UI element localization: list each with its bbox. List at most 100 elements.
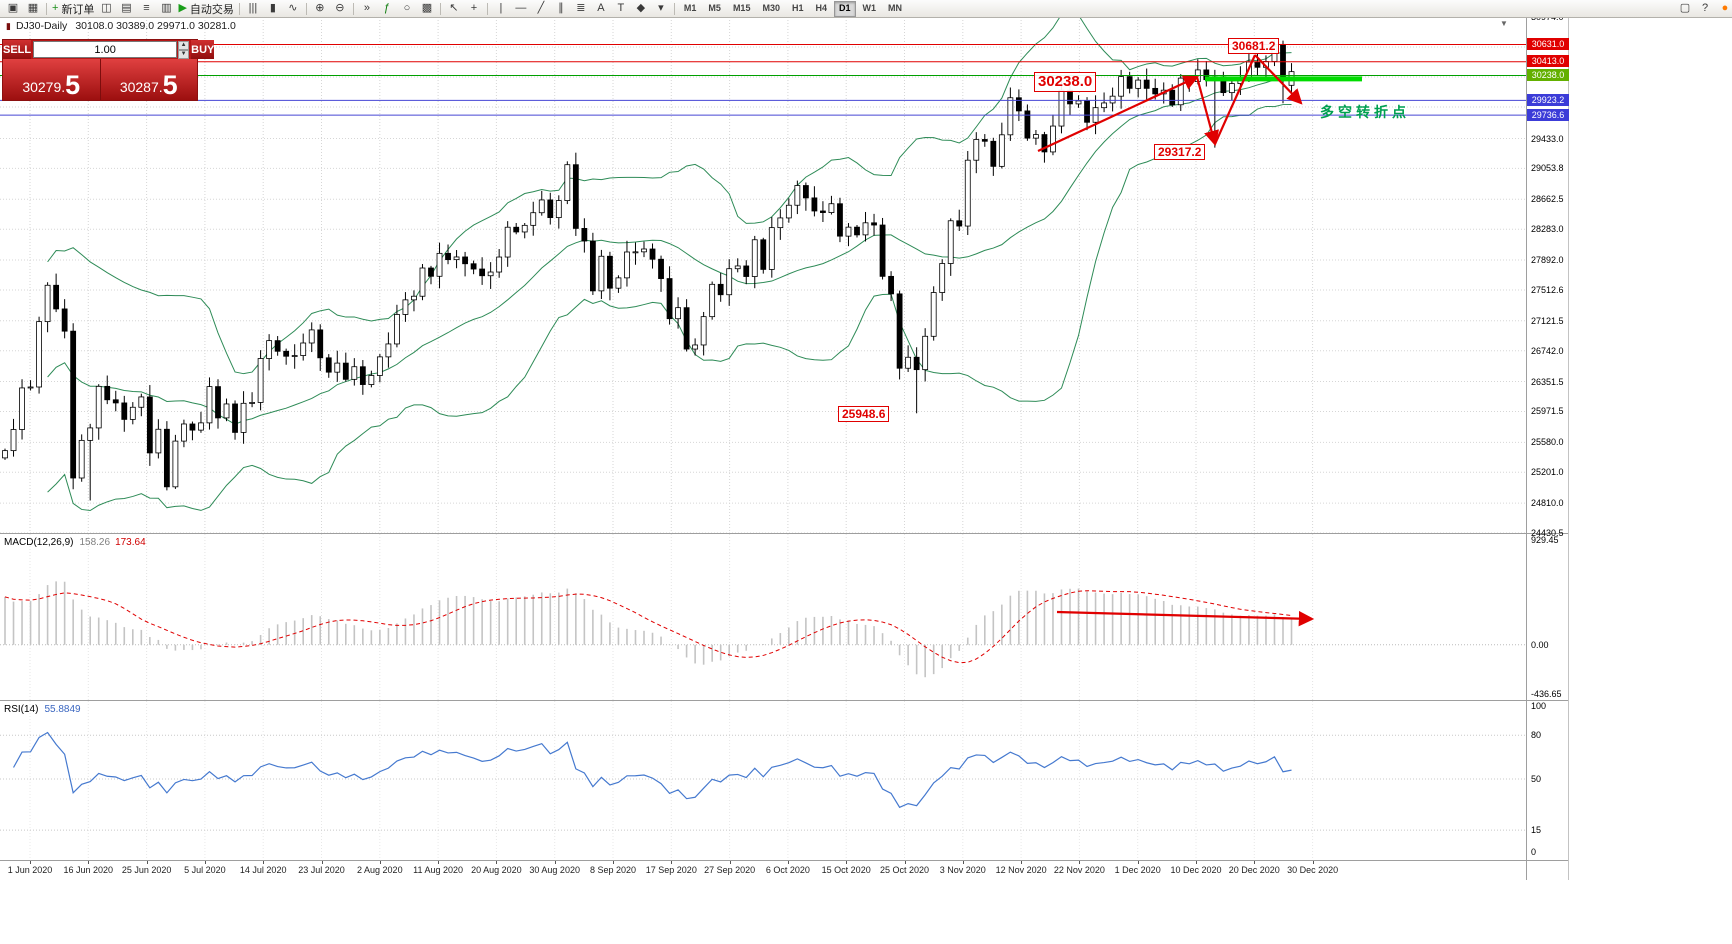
price-axis-label: 24810.0 — [1531, 498, 1564, 509]
date-axis-label[interactable]: 8 Sep 2020 — [589, 865, 637, 875]
autotrading-button[interactable]: ▶ 自动交易 — [176, 1, 235, 16]
price-axis-label: 26351.5 — [1531, 376, 1564, 387]
horizontal-line-icon[interactable]: — — [511, 1, 531, 16]
market-watch-icon[interactable]: ≡ — [136, 1, 156, 16]
trendline-icon[interactable]: ╱ — [531, 1, 551, 16]
window-icon[interactable]: ▢ — [1675, 1, 1695, 16]
date-axis-label[interactable]: 12 Nov 2020 — [995, 865, 1047, 875]
timeframe-button-m5[interactable]: M5 — [708, 2, 721, 13]
new-chart-icon: ▦ — [27, 2, 39, 14]
macd-indicator-canvas[interactable] — [0, 534, 1526, 700]
date-axis-label[interactable]: 6 Oct 2020 — [765, 865, 810, 875]
timeframe-button-m30[interactable]: M30 — [762, 2, 780, 13]
date-axis-label[interactable]: 30 Dec 2020 — [1287, 865, 1339, 875]
timeframe-button-mn[interactable]: MN — [888, 2, 903, 13]
timeframe-button-h4[interactable]: H4 — [815, 2, 827, 13]
line-chart-type-icon[interactable]: ∿ — [283, 1, 303, 16]
price-axis-label: 27512.6 — [1531, 284, 1564, 295]
rsi-name: RSI(14) — [4, 704, 39, 715]
chart-window-icon[interactable]: ◫ — [96, 1, 116, 16]
trendline-icon: ╱ — [537, 2, 545, 14]
sell-button[interactable]: SELL — [3, 40, 32, 59]
volume-input[interactable] — [33, 41, 178, 58]
toolbar-separator — [305, 2, 307, 15]
new-order-button[interactable]: + 新订单 — [50, 1, 96, 16]
auto-scroll-icon[interactable]: » — [357, 1, 377, 16]
date-axis-label[interactable]: 1 Jun 2020 — [7, 865, 53, 875]
rsi-panel-divider[interactable] — [0, 700, 1568, 701]
terminal-icon[interactable]: ▣ — [3, 1, 23, 16]
timeframe-button-d1[interactable]: D1 — [834, 0, 856, 17]
text-icon[interactable]: A — [591, 1, 611, 16]
date-axis-label[interactable]: 17 Sep 2020 — [645, 865, 697, 875]
date-axis-tick — [729, 861, 731, 864]
timeframe-button-w1[interactable]: W1 — [862, 2, 877, 13]
timeframe-button-h1[interactable]: H1 — [791, 2, 804, 13]
candlestick-type-icon[interactable]: ▮ — [263, 1, 283, 16]
timeframe-button-m1[interactable]: M1 — [683, 2, 697, 13]
date-axis-label[interactable]: 22 Nov 2020 — [1053, 865, 1105, 875]
new-chart-icon[interactable]: ▦ — [23, 1, 43, 16]
date-axis-label[interactable]: 5 Jul 2020 — [184, 865, 226, 875]
main-chart-canvas[interactable] — [0, 17, 1526, 533]
volume-decrease-icon[interactable]: ▼ — [178, 49, 190, 59]
volume-increase-icon[interactable]: ▲ — [178, 40, 190, 50]
date-axis-label[interactable]: 20 Dec 2020 — [1228, 865, 1280, 875]
date-axis-tick — [146, 861, 148, 864]
date-axis-label[interactable]: 1 Dec 2020 — [1114, 865, 1161, 875]
data-window-icon[interactable]: ▥ — [156, 1, 176, 16]
date-axis-label[interactable]: 11 Aug 2020 — [413, 865, 464, 875]
date-axis-label[interactable]: 3 Nov 2020 — [939, 865, 986, 875]
buy-button[interactable]: BUY — [191, 40, 215, 59]
text-icon: A — [597, 2, 605, 14]
price-axis-label: 26742.0 — [1531, 345, 1564, 356]
price-axis-label: 25580.0 — [1531, 437, 1564, 448]
rsi-indicator-canvas[interactable] — [0, 701, 1526, 860]
window-right-border — [1568, 17, 1569, 880]
annotation-price-box: 29317.2 — [1154, 144, 1206, 161]
toolbar-separator — [673, 2, 675, 15]
date-axis-label[interactable]: 25 Oct 2020 — [879, 865, 930, 875]
date-axis-label[interactable]: 25 Jun 2020 — [121, 865, 172, 875]
shapes-icon[interactable]: ◆ — [631, 1, 651, 16]
zoom-in-icon[interactable]: ⊕ — [310, 1, 330, 16]
help-icon[interactable]: ? — [1695, 1, 1715, 16]
date-axis-tick — [88, 861, 90, 864]
macd-panel-divider[interactable] — [0, 533, 1568, 534]
toolbar-separator — [439, 2, 441, 15]
cursor-icon[interactable]: ↖ — [444, 1, 464, 16]
price-axis-label: 25971.5 — [1531, 406, 1564, 417]
crosshair-icon[interactable]: + — [464, 1, 484, 16]
dropdown-caret-icon[interactable]: ▾ — [651, 1, 671, 16]
date-axis-label[interactable]: 16 Jun 2020 — [63, 865, 114, 875]
chart-shift-marker[interactable]: ▼ — [1500, 19, 1508, 28]
periods-icon[interactable]: ○ — [397, 1, 417, 16]
date-axis-label[interactable]: 15 Oct 2020 — [821, 865, 871, 875]
date-axis-label[interactable]: 20 Aug 2020 — [471, 865, 522, 875]
zoom-out-icon[interactable]: ⊖ — [330, 1, 350, 16]
timeframe-button-m15[interactable]: M15 — [732, 2, 751, 13]
date-axis-label[interactable]: 30 Aug 2020 — [529, 865, 580, 875]
vertical-line-icon[interactable]: | — [491, 1, 511, 16]
label-icon[interactable]: T — [611, 1, 631, 16]
indicators-icon[interactable]: ƒ — [377, 1, 397, 16]
date-axis-label[interactable]: 27 Sep 2020 — [704, 865, 756, 875]
bar-chart-type-icon[interactable]: ||| — [243, 1, 263, 16]
profiles-icon[interactable]: ▤ — [116, 1, 136, 16]
date-axis-label[interactable]: 23 Jul 2020 — [298, 865, 345, 875]
date-axis-tick — [787, 861, 789, 864]
notification-badge[interactable]: ● — [1715, 1, 1732, 16]
price-axis-label: 27121.5 — [1531, 315, 1564, 326]
rsi-axis-label: 50 — [1531, 774, 1542, 784]
fibonacci-icon[interactable]: ≣ — [571, 1, 591, 16]
channel-icon: ∥ — [558, 2, 564, 14]
date-axis-label[interactable]: 10 Dec 2020 — [1170, 865, 1222, 875]
sell-price[interactable]: 30279. 5 — [3, 59, 100, 100]
date-axis-label[interactable]: 14 Jul 2020 — [239, 865, 287, 875]
templates-icon[interactable]: ▩ — [417, 1, 437, 16]
date-axis-label[interactable]: 2 Aug 2020 — [357, 865, 403, 875]
buy-price[interactable]: 30287. 5 — [100, 59, 197, 100]
horizontal-line-icon: — — [515, 2, 527, 14]
channel-icon[interactable]: ∥ — [551, 1, 571, 16]
line-chart-type-icon: ∿ — [288, 2, 298, 14]
